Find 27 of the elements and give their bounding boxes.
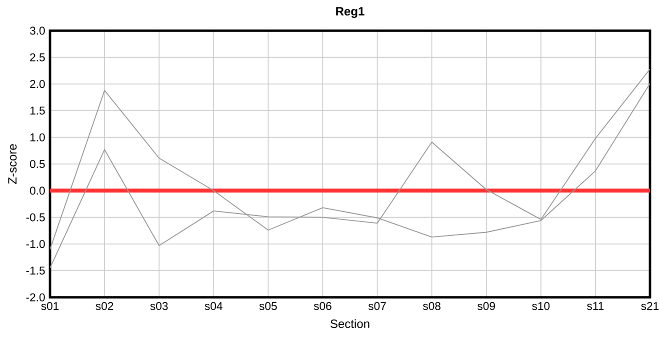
y-axis-title: Z-score <box>8 144 17 184</box>
y-tick-label: 2.5 <box>30 53 45 62</box>
x-tick-label: s06 <box>314 302 332 310</box>
x-tick-label: s10 <box>532 302 550 310</box>
y-tick-label: -1.0 <box>26 240 45 248</box>
y-tick-label: 1.5 <box>30 106 45 115</box>
x-tick-label: s07 <box>368 302 386 310</box>
x-tick-label: s11 <box>587 302 604 310</box>
x-tick-label: s08 <box>422 302 440 310</box>
x-tick-label: s21 <box>641 302 659 310</box>
y-tick-label: -1.5 <box>26 266 45 275</box>
x-tick-label: s05 <box>259 302 277 310</box>
y-tick-label: 2.0 <box>30 80 45 88</box>
x-tick-label: s04 <box>204 302 222 310</box>
x-tick-label: s02 <box>96 302 114 310</box>
y-tick-label: 0.5 <box>30 160 45 168</box>
y-tick-label: -2.0 <box>26 293 45 302</box>
x-tick-label: s01 <box>41 302 59 310</box>
x-tick-label: s09 <box>478 302 495 310</box>
line-series <box>50 68 650 268</box>
y-tick-label: -0.5 <box>26 213 45 222</box>
x-axis-title: Section <box>330 319 370 328</box>
chart-title: Reg1 <box>336 7 364 18</box>
y-tick-label: 0.0 <box>30 186 45 195</box>
x-tick-label: s03 <box>150 302 168 310</box>
y-tick-label: 1.0 <box>30 133 45 142</box>
y-tick-label: 3.0 <box>30 26 45 35</box>
